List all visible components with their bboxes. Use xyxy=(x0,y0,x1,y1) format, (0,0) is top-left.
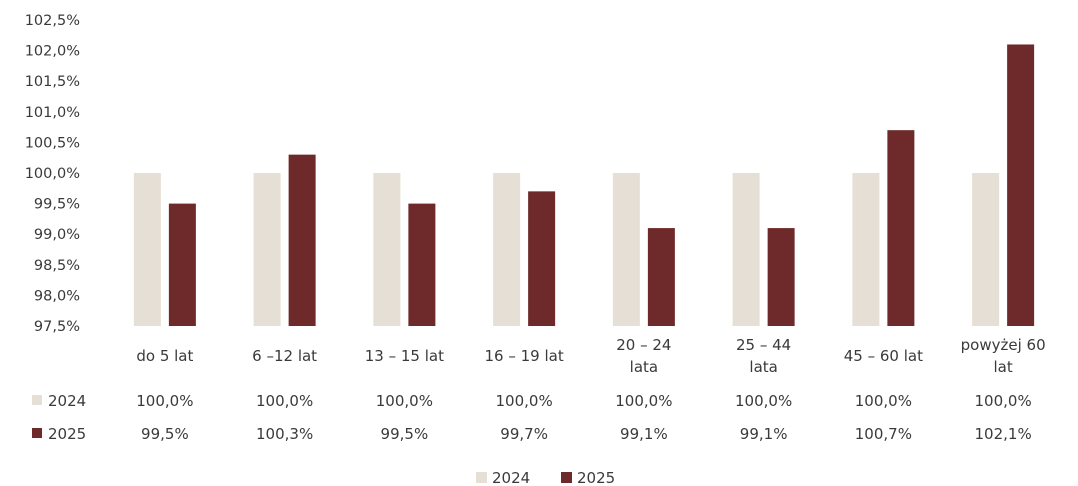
table-series-name: 2024 xyxy=(48,392,86,410)
data-label: 99,7% xyxy=(500,425,548,443)
data-label: 102,1% xyxy=(975,425,1032,443)
category-label: 45 – 60 lat xyxy=(844,347,923,365)
data-label: 100,7% xyxy=(855,425,912,443)
bar-2025-5 xyxy=(767,228,795,326)
data-label: 100,3% xyxy=(256,425,313,443)
bar-2025-4 xyxy=(647,228,675,326)
bar-2024-0 xyxy=(133,173,161,326)
legend-label: 2025 xyxy=(577,469,615,486)
table-legend-key-2024 xyxy=(32,395,42,405)
data-label: 99,1% xyxy=(740,425,788,443)
bar-2025-2 xyxy=(408,203,436,326)
table-series-name: 2025 xyxy=(48,425,86,443)
y-tick-label: 101,0% xyxy=(25,105,80,121)
bar-2024-5 xyxy=(732,173,760,326)
data-label: 100,0% xyxy=(855,392,912,410)
bar-2025-6 xyxy=(887,130,915,326)
category-label: 25 – 44 xyxy=(736,336,791,354)
category-label: 6 –12 lat xyxy=(252,347,317,365)
y-tick-label: 99,0% xyxy=(34,227,80,243)
data-label: 99,5% xyxy=(381,425,429,443)
data-label: 99,1% xyxy=(620,425,668,443)
data-label: 100,0% xyxy=(975,392,1032,410)
category-label: 20 – 24 xyxy=(616,336,671,354)
y-tick-label: 100,0% xyxy=(25,166,80,182)
bar-2024-6 xyxy=(852,173,880,326)
data-label: 99,5% xyxy=(141,425,189,443)
bar-2025-3 xyxy=(528,191,556,326)
category-label: do 5 lat xyxy=(136,347,193,365)
y-tick-label: 102,0% xyxy=(25,44,80,60)
y-tick-label: 98,5% xyxy=(34,258,80,274)
category-label: lata xyxy=(630,358,658,376)
data-label: 100,0% xyxy=(615,392,672,410)
bar-2025-7 xyxy=(1007,44,1035,326)
bar-2024-1 xyxy=(253,173,281,326)
category-label: powyżej 60 xyxy=(961,336,1046,354)
bar-2025-1 xyxy=(288,154,316,326)
category-label: 16 – 19 lat xyxy=(485,347,564,365)
y-tick-label: 102,5% xyxy=(25,13,80,29)
data-label: 100,0% xyxy=(256,392,313,410)
category-label: lat xyxy=(994,358,1013,376)
data-label: 100,0% xyxy=(376,392,433,410)
y-tick-label: 100,5% xyxy=(25,135,80,151)
data-label: 100,0% xyxy=(735,392,792,410)
category-label: 13 – 15 lat xyxy=(365,347,444,365)
y-tick-label: 101,5% xyxy=(25,74,80,90)
bar-2024-7 xyxy=(972,173,1000,326)
category-label: lata xyxy=(749,358,777,376)
bar-2025-0 xyxy=(168,203,196,326)
table-legend-key-2025 xyxy=(32,428,42,438)
bar-2024-4 xyxy=(612,173,640,326)
y-tick-label: 99,5% xyxy=(34,197,80,213)
legend-swatch-2024 xyxy=(476,472,487,483)
legend-label: 2024 xyxy=(492,469,530,486)
bar-2024-3 xyxy=(493,173,521,326)
data-label: 100,0% xyxy=(136,392,193,410)
data-label: 100,0% xyxy=(496,392,553,410)
legend-swatch-2025 xyxy=(561,472,572,483)
y-tick-label: 98,0% xyxy=(34,288,80,304)
y-tick-label: 97,5% xyxy=(34,319,80,335)
bar-2024-2 xyxy=(373,173,401,326)
